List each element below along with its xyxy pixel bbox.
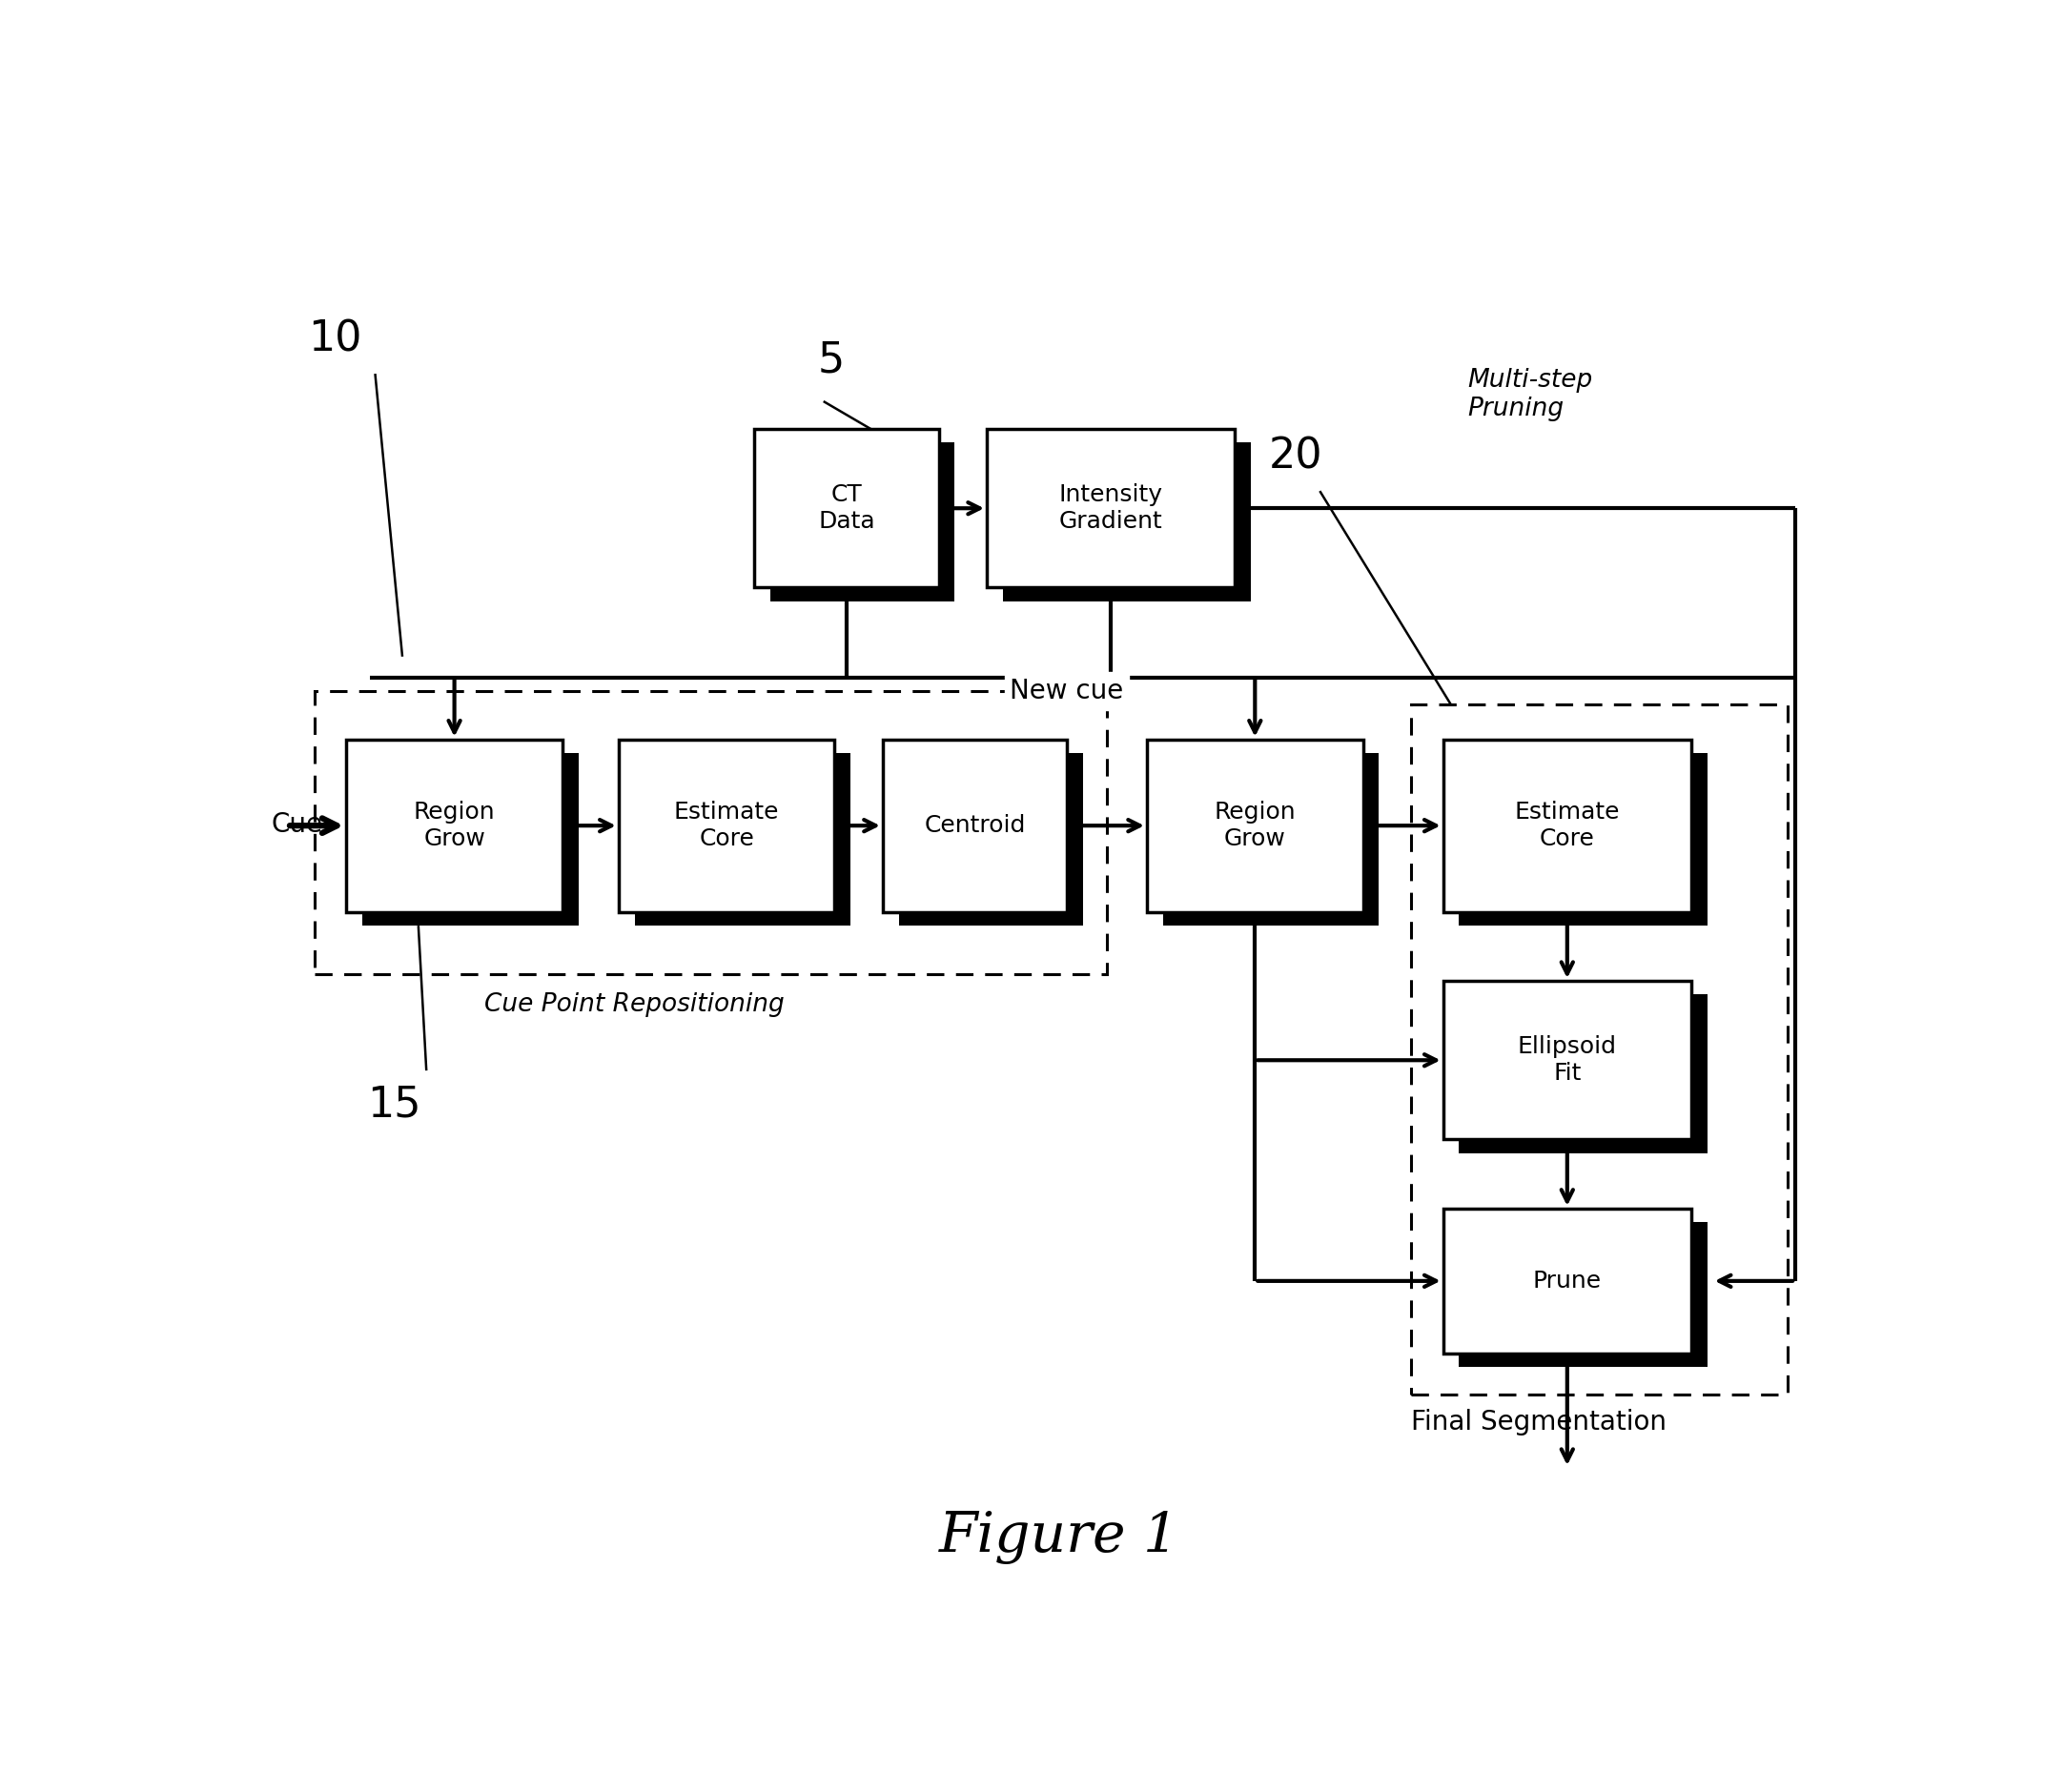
Bar <box>1147 740 1364 912</box>
Text: Centroid: Centroid <box>924 814 1025 837</box>
Bar <box>754 428 938 588</box>
Bar <box>1442 740 1692 912</box>
Bar <box>1459 753 1707 926</box>
Bar <box>618 740 835 912</box>
Bar <box>882 740 1066 912</box>
Bar <box>1442 1208 1692 1353</box>
Bar <box>1459 995 1707 1154</box>
Bar <box>347 740 562 912</box>
Text: Figure 1: Figure 1 <box>938 1511 1180 1564</box>
Text: Region
Grow: Region Grow <box>1215 801 1295 851</box>
Text: Estimate
Core: Estimate Core <box>1514 801 1620 851</box>
Text: Intensity
Gradient: Intensity Gradient <box>1060 484 1163 532</box>
Text: Multi-step
Pruning: Multi-step Pruning <box>1467 367 1593 421</box>
Text: Estimate
Core: Estimate Core <box>674 801 779 851</box>
Text: 15: 15 <box>368 1084 421 1125</box>
Text: Region
Grow: Region Grow <box>413 801 496 851</box>
Text: Prune: Prune <box>1533 1269 1601 1292</box>
Bar <box>899 753 1083 926</box>
Text: Final Segmentation: Final Segmentation <box>1411 1409 1667 1435</box>
Bar <box>1411 704 1787 1394</box>
Text: Cue Point Repositioning: Cue Point Repositioning <box>486 993 785 1016</box>
Text: 20: 20 <box>1269 435 1322 477</box>
Bar <box>362 753 578 926</box>
Bar <box>634 753 851 926</box>
Bar <box>314 692 1107 975</box>
Bar <box>1442 980 1692 1140</box>
Text: 5: 5 <box>818 339 845 380</box>
Text: New cue: New cue <box>1010 677 1124 704</box>
Bar <box>771 443 954 602</box>
Bar <box>988 428 1235 588</box>
Bar <box>1002 443 1250 602</box>
Bar <box>1459 1222 1707 1367</box>
Text: 10: 10 <box>308 319 362 360</box>
Text: Ellipsoid
Fit: Ellipsoid Fit <box>1519 1036 1618 1084</box>
Text: Cue: Cue <box>271 812 322 839</box>
Text: CT
Data: CT Data <box>818 484 876 532</box>
Bar <box>1163 753 1380 926</box>
